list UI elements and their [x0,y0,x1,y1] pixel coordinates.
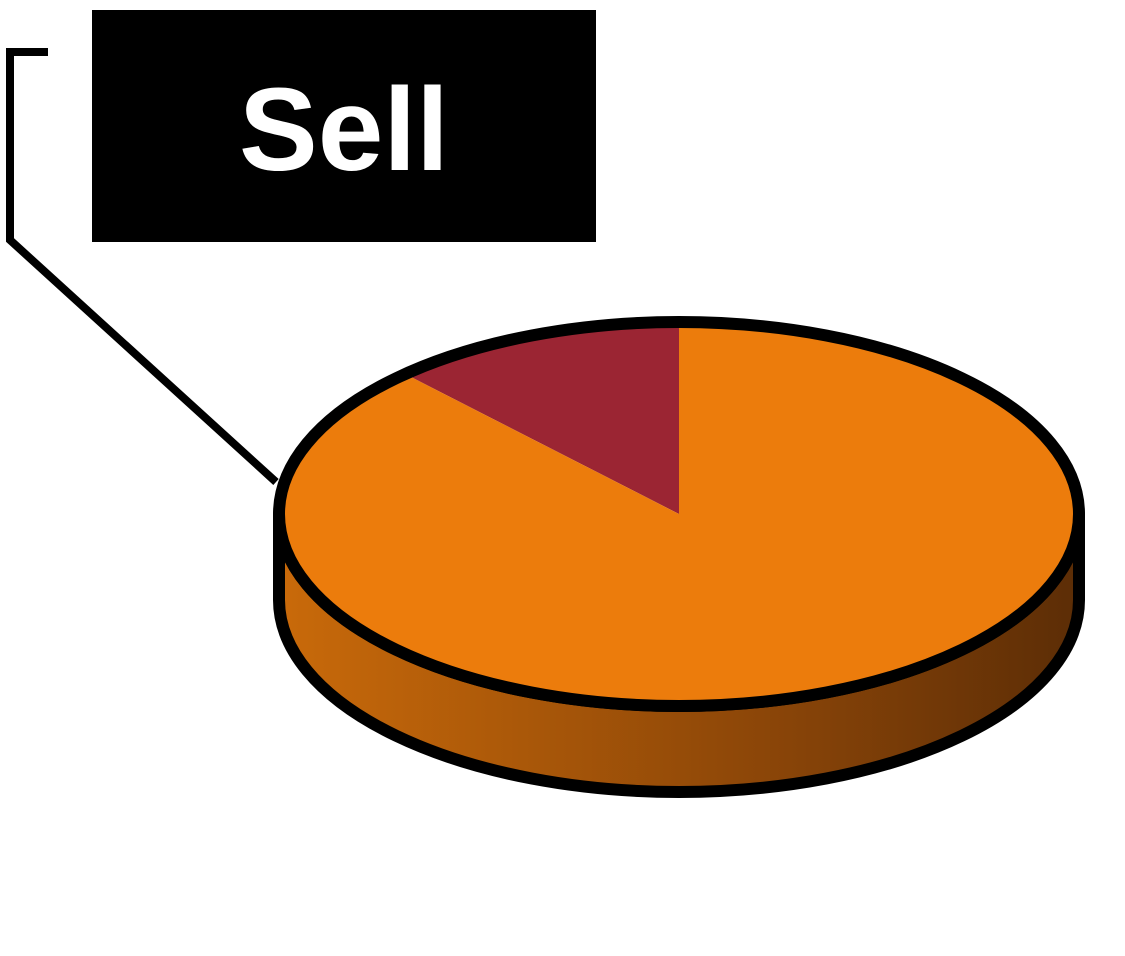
pie-top-outline [273,316,1085,712]
pie-slice-sell [405,322,679,514]
sell-label-box [92,10,596,242]
sell-label-leader-line [6,48,279,485]
sell-data-label: Sell [92,10,596,242]
pie-slice-other-1 [278,322,1079,707]
sell-label-text: Sell [239,64,449,196]
pie-slices [278,322,1079,707]
